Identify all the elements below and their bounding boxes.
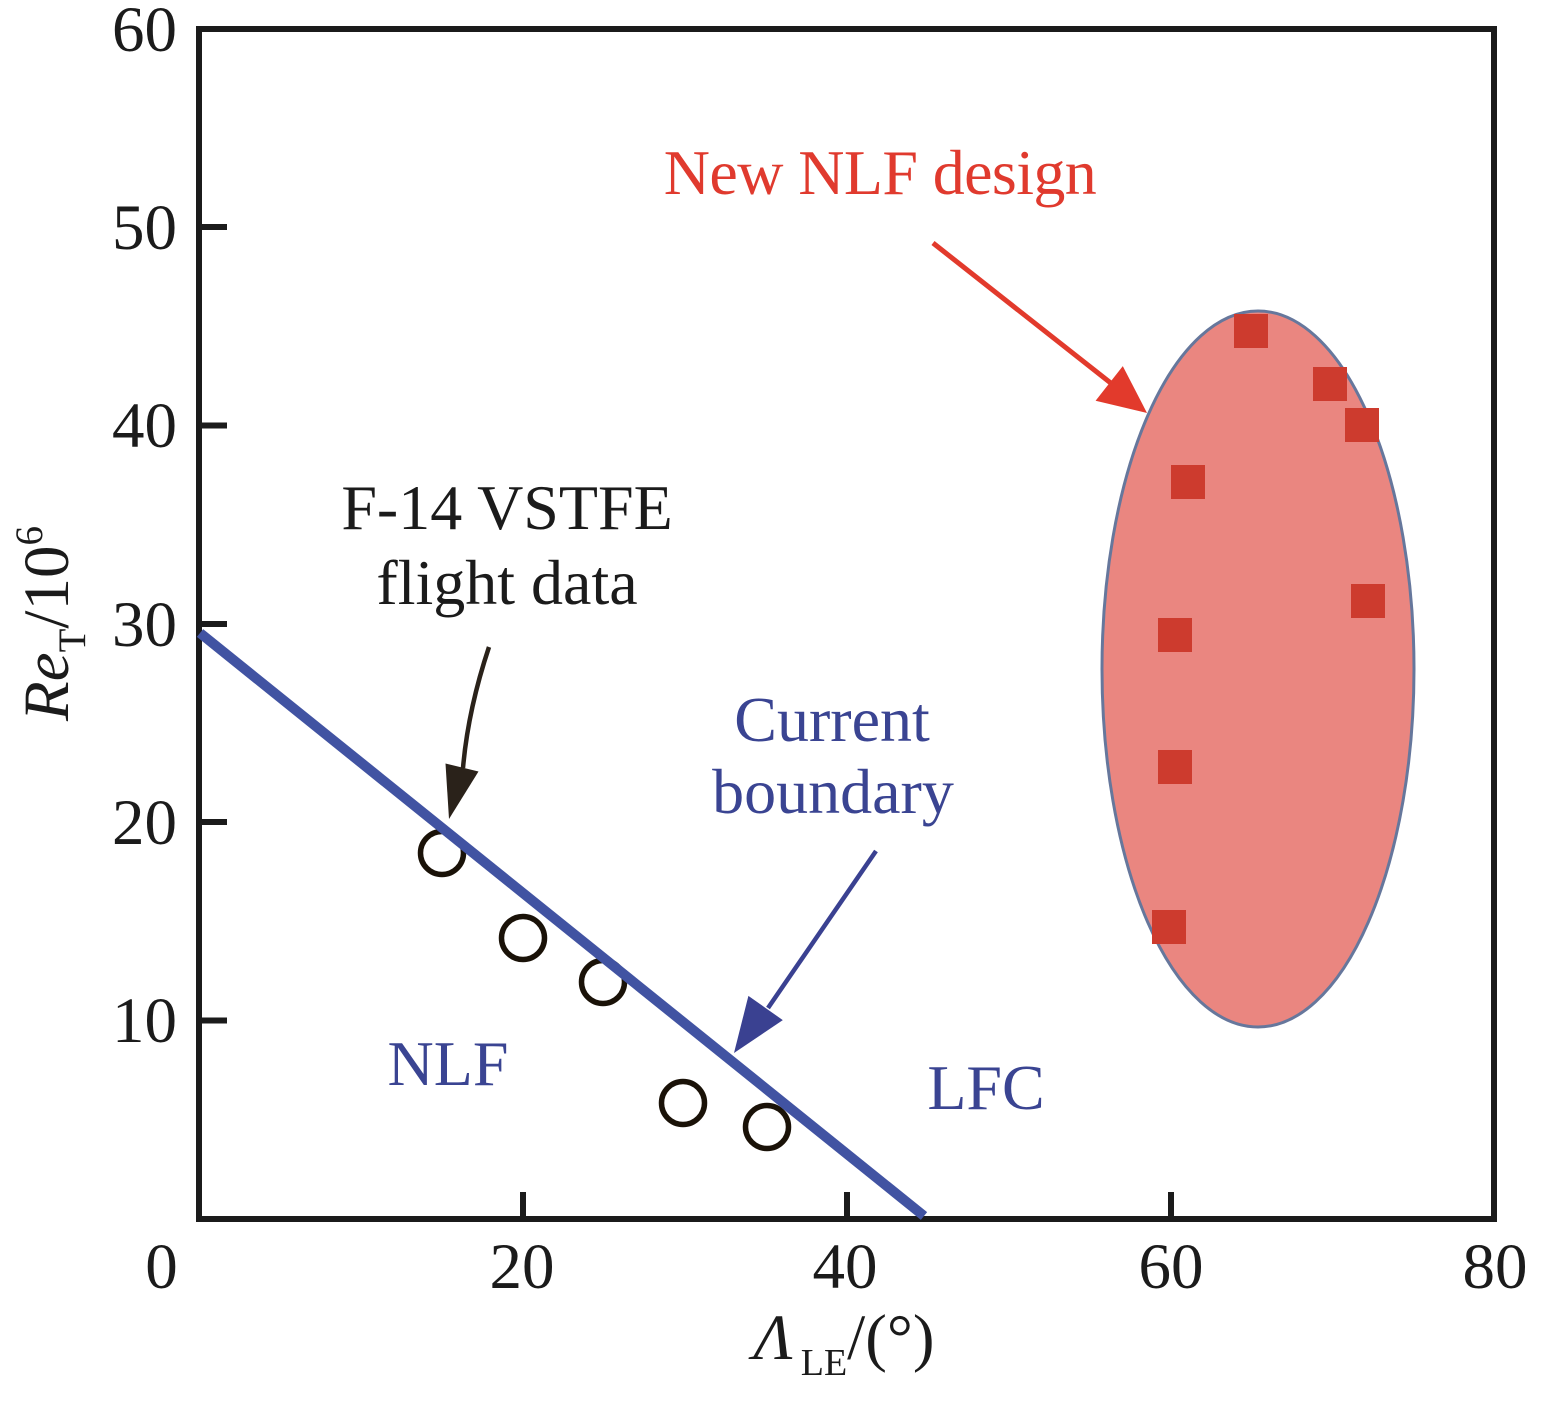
svg-text:40: 40 bbox=[813, 1231, 878, 1303]
svg-text:ReT/106: ReT/106 bbox=[8, 526, 94, 722]
svg-text:10: 10 bbox=[112, 985, 177, 1057]
svg-text:New NLF design: New NLF design bbox=[664, 137, 1097, 208]
svg-text:flight data: flight data bbox=[376, 547, 637, 618]
svg-text:60: 60 bbox=[1139, 1231, 1204, 1303]
svg-text:LFC: LFC bbox=[927, 1052, 1044, 1123]
svg-text:0: 0 bbox=[145, 1231, 178, 1303]
svg-text:ΛLE/(°): Λ LE/(°) bbox=[747, 1302, 934, 1384]
svg-text:boundary: boundary bbox=[712, 756, 954, 827]
svg-text:F-14 VSTFE: F-14 VSTFE bbox=[341, 472, 672, 543]
svg-text:40: 40 bbox=[112, 390, 177, 462]
svg-text:20: 20 bbox=[112, 787, 177, 859]
svg-text:30: 30 bbox=[112, 589, 177, 661]
svg-text:60: 60 bbox=[112, 0, 177, 66]
svg-text:Current: Current bbox=[734, 684, 930, 755]
svg-text:NLF: NLF bbox=[388, 1028, 509, 1099]
svg-text:20: 20 bbox=[490, 1231, 555, 1303]
svg-text:80: 80 bbox=[1463, 1231, 1528, 1303]
svg-text:50: 50 bbox=[112, 192, 177, 264]
